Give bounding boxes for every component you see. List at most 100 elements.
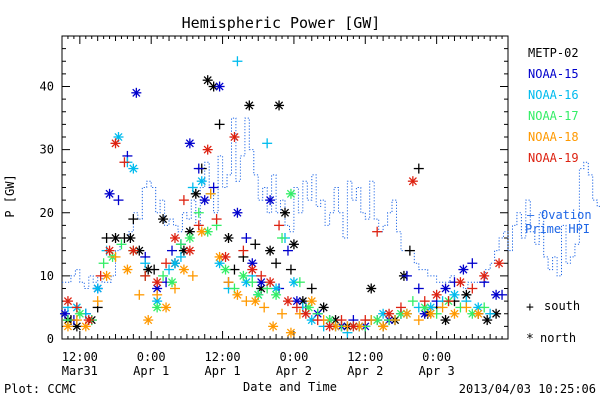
north-marker — [161, 302, 172, 313]
south-marker — [208, 182, 219, 193]
y-tick-label: 20 — [40, 206, 54, 220]
ovation-legend-line1: Ovation — [541, 208, 592, 222]
north-marker — [62, 296, 73, 307]
north-marker — [440, 283, 451, 294]
south-marker — [158, 270, 169, 281]
north-marker — [473, 308, 484, 319]
north-marker — [220, 251, 231, 262]
north-marker — [214, 81, 225, 92]
north-marker — [300, 308, 311, 319]
south-marker — [294, 277, 305, 288]
south-marker — [395, 302, 406, 313]
north-marker — [232, 207, 243, 218]
legend-entry-noaa-15: NOAA-15 — [528, 67, 579, 81]
south-marker — [193, 220, 204, 231]
south-marker — [152, 289, 163, 300]
x-tick-label-time: 12:00 — [204, 350, 240, 364]
y-axis: 0 10 20 30 40 — [40, 48, 508, 346]
x-tick-label-time: 0:00 — [422, 350, 451, 364]
south-marker — [101, 233, 112, 243]
north-marker — [449, 289, 460, 300]
north-marker — [128, 163, 139, 174]
south-marker — [390, 315, 401, 326]
x-tick-label-date: Apr 3 — [419, 364, 455, 378]
north-marker — [479, 270, 490, 281]
south-marker — [277, 308, 288, 319]
north-marker — [482, 315, 493, 326]
north-marker — [220, 264, 231, 275]
north-marker — [62, 321, 73, 332]
y-tick-label: 40 — [40, 80, 54, 94]
south-marker — [193, 163, 204, 174]
south-marker — [404, 245, 415, 256]
south-marker — [110, 251, 121, 262]
south-marker — [134, 289, 145, 300]
north-marker — [128, 245, 139, 256]
north-marker — [208, 81, 219, 92]
north-marker — [265, 277, 276, 288]
south-marker — [372, 226, 383, 237]
north-marker — [458, 264, 469, 275]
north-marker — [285, 188, 296, 199]
south-marker — [178, 195, 189, 206]
north-marker — [324, 321, 335, 332]
x-tick-label-time: 12:00 — [62, 350, 98, 364]
south-marker — [256, 270, 267, 281]
south-marker — [193, 207, 204, 218]
south-marker — [277, 233, 288, 243]
south-marker — [413, 283, 424, 294]
x-tick-label-date: Mar31 — [62, 364, 98, 378]
south-marker — [98, 258, 109, 269]
north-marker — [223, 233, 234, 243]
north-marker — [122, 264, 133, 275]
north-marker — [378, 308, 389, 319]
south-marker — [229, 264, 240, 275]
north-marker — [152, 302, 163, 313]
x-tick-label-time: 0:00 — [137, 350, 166, 364]
legend: METP-02 NOAA-15 NOAA-16 NOAA-17 NOAA-18 NOAA-… — [528, 46, 579, 165]
south-marker — [250, 239, 261, 250]
y-axis-label: P [GW] — [3, 174, 17, 217]
north-marker — [288, 239, 299, 250]
north-marker — [256, 277, 267, 288]
north-marker — [247, 264, 258, 275]
south-marker — [467, 258, 478, 269]
series-noaa-15 — [59, 81, 508, 332]
south-marker — [238, 245, 249, 256]
plot-frame — [61, 35, 509, 340]
y-tick-label: 10 — [40, 269, 54, 283]
south-marker — [419, 296, 430, 307]
marker-legend-plus-label: south — [544, 299, 580, 313]
north-marker — [431, 289, 442, 300]
south-marker — [71, 302, 82, 313]
south-marker — [274, 220, 285, 231]
marker-legend-plus-symbol: + — [526, 300, 534, 315]
north-marker — [449, 308, 460, 319]
north-marker — [125, 233, 136, 243]
south-marker — [262, 138, 273, 149]
north-marker — [407, 176, 418, 187]
north-marker — [104, 245, 115, 256]
north-marker — [271, 289, 282, 300]
south-marker — [306, 283, 317, 294]
north-marker — [158, 214, 169, 225]
north-marker — [232, 289, 243, 300]
south-marker — [113, 195, 124, 206]
north-marker — [244, 100, 255, 111]
south-marker — [467, 283, 478, 294]
north-marker — [280, 207, 290, 218]
north-marker — [178, 264, 189, 275]
south-marker — [128, 214, 139, 225]
north-marker — [366, 283, 377, 294]
north-marker — [250, 296, 261, 307]
x-tick-label-date: Apr 2 — [347, 364, 383, 378]
north-marker — [265, 245, 276, 256]
marker-legend-star-symbol: * — [526, 332, 534, 347]
south-marker — [485, 308, 496, 319]
north-marker — [202, 75, 213, 86]
south-marker — [71, 315, 82, 326]
south-marker — [259, 302, 270, 313]
north-marker — [372, 315, 383, 326]
x-tick-label-date: Apr 2 — [276, 364, 312, 378]
